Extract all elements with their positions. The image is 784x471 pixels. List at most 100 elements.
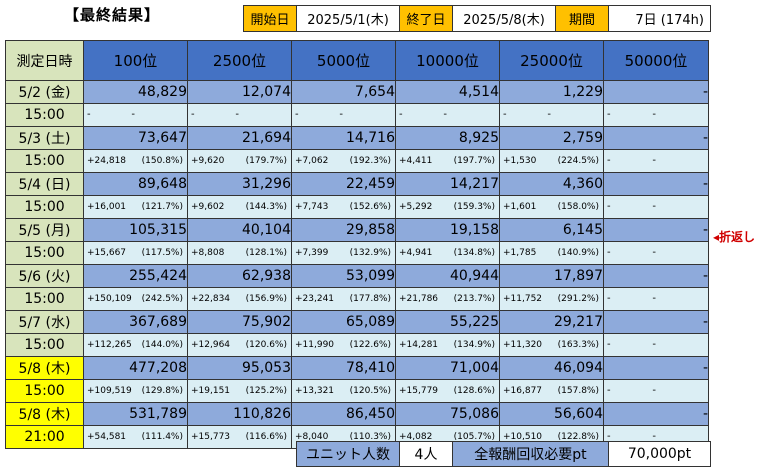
increase-value: +150,109 xyxy=(87,294,132,304)
column-header: 25000位 xyxy=(499,40,604,81)
increase-percent: (163.3%) xyxy=(557,340,599,350)
row-time: 21:00 xyxy=(5,425,84,449)
row-time: 15:00 xyxy=(5,379,84,403)
increase-percent: (122.8%) xyxy=(557,432,599,442)
increase-cell: +11,752 (291.2%) xyxy=(499,287,604,311)
increase-cell: +9,602 (144.3%) xyxy=(187,195,292,219)
rank-value-cell: - xyxy=(603,172,709,196)
increase-percent: (111.4%) xyxy=(141,432,183,442)
increase-percent: (120.5%) xyxy=(349,386,391,396)
rank-value-cell: 477,208 xyxy=(83,356,188,380)
increase-value: +54,581 xyxy=(87,432,127,442)
increase-value: +10,510 xyxy=(503,432,543,442)
increase-value: - xyxy=(87,109,91,120)
increase-value: +16,001 xyxy=(87,202,127,212)
increase-value: +1,785 xyxy=(503,248,537,258)
increase-value: +8,808 xyxy=(191,248,225,258)
rank-value-cell: 73,647 xyxy=(83,126,188,150)
increase-cell: -- xyxy=(603,379,709,403)
increase-percent: - xyxy=(652,339,656,350)
increase-value: - xyxy=(607,201,611,212)
table-row: 5/8 (木) 531,789 110,826 86,450 75,086 56,604- xyxy=(5,402,709,426)
increase-value: +8,040 xyxy=(295,432,329,442)
table-row: 15:00 +16,001 (121.7%) +9,602 (144.3%) +7,743… xyxy=(5,195,709,219)
increase-percent: (157.8%) xyxy=(557,386,599,396)
increase-percent: - xyxy=(652,385,656,396)
increase-cell: -- xyxy=(603,195,709,219)
increase-value: - xyxy=(607,109,611,120)
row-date: 5/3 (土) xyxy=(5,126,84,150)
rank-value-cell: 22,459 xyxy=(291,172,396,196)
rank-value-cell: 4,360 xyxy=(499,172,604,196)
table-row: 5/3 (土) 73,647 21,694 14,716 8,925 2,759- xyxy=(5,126,709,150)
table-row: 15:00 +109,519 (129.8%) +19,151 (125.2%) +13,… xyxy=(5,379,709,403)
increase-percent: (197.7%) xyxy=(453,156,495,166)
increase-cell: -- xyxy=(187,103,292,127)
increase-value: +24,818 xyxy=(87,156,127,166)
increase-cell: +7,743 (152.6%) xyxy=(291,195,396,219)
ranking-table: 測定日時 100位 2500位 5000位 10000位 25000位 5000… xyxy=(5,40,709,449)
rank-value-cell: 255,424 xyxy=(83,264,188,288)
increase-value: - xyxy=(607,339,611,350)
increase-value: +15,779 xyxy=(399,386,439,396)
rank-value-cell: 1,229 xyxy=(499,80,604,104)
increase-percent: - xyxy=(339,109,343,120)
increase-value: +7,399 xyxy=(295,248,329,258)
increase-value: +14,281 xyxy=(399,340,439,350)
increase-value: +11,990 xyxy=(295,340,335,350)
increase-value: +4,941 xyxy=(399,248,433,258)
increase-value: +16,877 xyxy=(503,386,543,396)
table-row: 15:00 +15,667 (117.5%) +8,808 (128.1%) +7,399… xyxy=(5,241,709,265)
increase-cell: +150,109 (242.5%) xyxy=(83,287,188,311)
increase-percent: (224.5%) xyxy=(557,156,599,166)
increase-value: +109,519 xyxy=(87,386,132,396)
increase-percent: (140.9%) xyxy=(557,248,599,258)
increase-percent: (156.9%) xyxy=(245,294,287,304)
increase-cell: +22,834 (156.9%) xyxy=(187,287,292,311)
rank-value-cell: 12,074 xyxy=(187,80,292,104)
turnaround-note: ◂折返し xyxy=(713,230,756,244)
increase-cell: +4,411 (197.7%) xyxy=(395,149,500,173)
increase-value: +15,667 xyxy=(87,248,127,258)
rank-value-cell: 531,789 xyxy=(83,402,188,426)
rank-value-cell: 14,217 xyxy=(395,172,500,196)
row-date: 5/8 (木) xyxy=(5,356,84,380)
increase-percent: (121.7%) xyxy=(141,202,183,212)
rank-value-cell: 86,450 xyxy=(291,402,396,426)
increase-percent: (152.6%) xyxy=(349,202,391,212)
increase-cell: +24,818 (150.8%) xyxy=(83,149,188,173)
increase-cell: -- xyxy=(395,103,500,127)
rank-value-cell: 56,604 xyxy=(499,402,604,426)
rank-value-cell: 75,902 xyxy=(187,310,292,334)
table-row: 15:00 +24,818 (150.8%) +9,620 (179.7%) +7,062… xyxy=(5,149,709,173)
required-points-value: 70,000pt xyxy=(608,441,711,467)
increase-percent: (291.2%) xyxy=(557,294,599,304)
increase-value: +12,964 xyxy=(191,340,231,350)
unit-count-label: ユニット人数 xyxy=(296,441,400,467)
column-header: 2500位 xyxy=(187,40,292,81)
increase-value: - xyxy=(607,293,611,304)
table-row: 5/2 (金) 48,829 12,074 7,654 4,514 1,229- xyxy=(5,80,709,104)
rank-value-cell: 89,648 xyxy=(83,172,188,196)
increase-value: +9,620 xyxy=(191,156,225,166)
rank-value-cell: 110,826 xyxy=(187,402,292,426)
increase-value: +4,082 xyxy=(399,432,433,442)
end-date-label: 終了日 xyxy=(399,5,453,32)
increase-value: +13,321 xyxy=(295,386,335,396)
table-header-row: 測定日時 100位 2500位 5000位 10000位 25000位 5000… xyxy=(5,40,709,81)
increase-percent: (242.5%) xyxy=(141,294,183,304)
increase-percent: (117.5%) xyxy=(141,248,183,258)
increase-value: +23,241 xyxy=(295,294,335,304)
rank-value-cell: 62,938 xyxy=(187,264,292,288)
rank-value-cell: 29,217 xyxy=(499,310,604,334)
table-row: 5/4 (日) 89,648 31,296 22,459 14,217 4,360- xyxy=(5,172,709,196)
increase-percent: - xyxy=(652,155,656,166)
row-date: 5/5 (月) xyxy=(5,218,84,242)
increase-percent: - xyxy=(652,293,656,304)
increase-percent: - xyxy=(235,109,239,120)
increase-cell: +16,877 (157.8%) xyxy=(499,379,604,403)
rank-value-cell: 71,004 xyxy=(395,356,500,380)
rank-value-cell: 46,094 xyxy=(499,356,604,380)
increase-percent: (128.1%) xyxy=(245,248,287,258)
start-date-label: 開始日 xyxy=(243,5,297,32)
